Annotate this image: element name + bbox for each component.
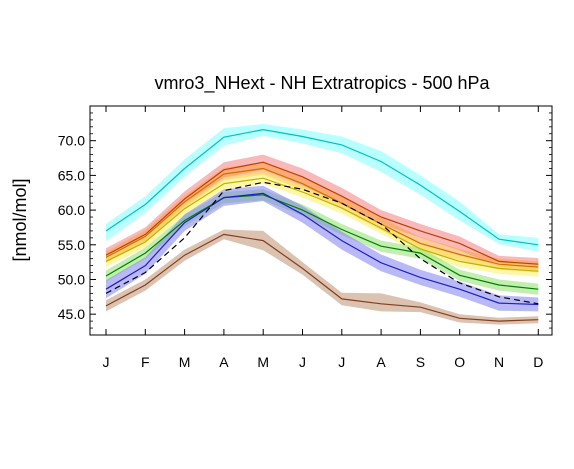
- line-series-1: [105, 161, 539, 265]
- plot-frame: [89, 105, 553, 336]
- series-lines: [105, 128, 539, 322]
- x-tick-label: J: [338, 354, 345, 370]
- line-series-2: [105, 167, 539, 268]
- y-tick-label: 55.0: [58, 237, 85, 253]
- x-tick-label: S: [416, 354, 425, 370]
- x-tick-label: A: [219, 354, 229, 370]
- chart-title: vmro3_NHext - NH Extratropics - 500 hPa: [154, 73, 490, 94]
- x-tick-label: O: [454, 354, 465, 370]
- y-tick-label: 60.0: [58, 202, 85, 218]
- y-axis-label: [nmol/mol]: [10, 178, 30, 261]
- x-tick-label: N: [494, 354, 504, 370]
- y-tick-label: 70.0: [58, 133, 85, 149]
- x-tick-label: M: [257, 354, 269, 370]
- plot-border: [89, 105, 553, 336]
- x-tick-label: F: [141, 354, 150, 370]
- line-series-7: [105, 181, 539, 305]
- line-series-4: [105, 194, 539, 290]
- band-series-0: [106, 124, 539, 252]
- band-series-2: [106, 162, 539, 273]
- x-tick-label: J: [103, 354, 110, 370]
- band-series-3: [106, 172, 539, 277]
- x-tick-label: J: [299, 354, 306, 370]
- x-tick-label: D: [533, 354, 543, 370]
- tick-labels: 45.0 50.0 55.0 60.0 65.0 70.0 J F M A M J J A S O N D: [58, 133, 544, 370]
- y-tick-label: 45.0: [58, 306, 85, 322]
- x-tick-label: A: [376, 354, 386, 370]
- y-tick-label: 65.0: [58, 167, 85, 183]
- line-series-3: [105, 177, 539, 272]
- line-series-5: [105, 192, 539, 306]
- line-series-0: [105, 128, 539, 246]
- y-tick-label: 50.0: [58, 271, 85, 287]
- line-series-6: [105, 233, 539, 322]
- x-tick-label: M: [179, 354, 191, 370]
